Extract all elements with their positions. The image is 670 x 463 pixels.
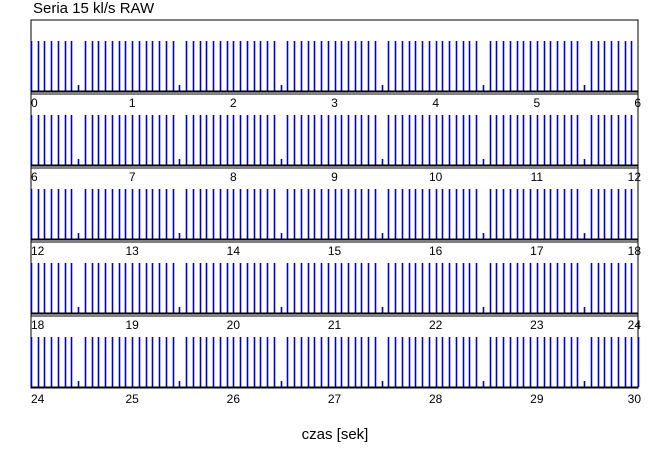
tick-label: 11	[531, 170, 544, 184]
tick-label: 20	[227, 318, 241, 332]
tick-label: 27	[328, 392, 342, 406]
tick-label: 6	[634, 96, 641, 110]
x-axis-label: czas [sek]	[301, 426, 369, 443]
tick-label: 16	[429, 244, 443, 258]
tick-label: 18	[31, 318, 45, 332]
tick-label: 13	[125, 244, 139, 258]
tick-label: 24	[628, 318, 642, 332]
tick-label: 4	[432, 96, 439, 110]
tick-label: 29	[530, 392, 544, 406]
tick-label: 8	[230, 170, 237, 184]
tick-label: 14	[227, 244, 241, 258]
tick-label: 21	[328, 318, 342, 332]
tick-label: 19	[125, 318, 139, 332]
tick-label: 1	[129, 96, 136, 110]
tick-label: 12	[628, 170, 642, 184]
tick-label: 22	[429, 318, 443, 332]
chart-title: Seria 15 kl/s RAW	[33, 0, 155, 17]
tick-label: 15	[328, 244, 342, 258]
tick-label: 25	[125, 392, 139, 406]
tick-label: 3	[331, 96, 338, 110]
tick-label: 24	[31, 392, 45, 406]
plot-frame	[30, 19, 639, 389]
tick-label: 28	[429, 392, 443, 406]
tick-label: 5	[533, 96, 540, 110]
tick-label: 7	[129, 170, 136, 184]
tick-label: 9	[331, 170, 338, 184]
tick-label: 6	[31, 170, 38, 184]
tick-label: 30	[628, 392, 642, 406]
tick-label: 2	[230, 96, 237, 110]
tick-label: 18	[628, 244, 642, 258]
tick-label: 23	[530, 318, 544, 332]
tick-label: 10	[429, 170, 443, 184]
tick-label: 0	[31, 96, 38, 110]
tick-label: 17	[530, 244, 544, 258]
tick-label: 26	[227, 392, 241, 406]
tick-label: 12	[31, 244, 45, 258]
